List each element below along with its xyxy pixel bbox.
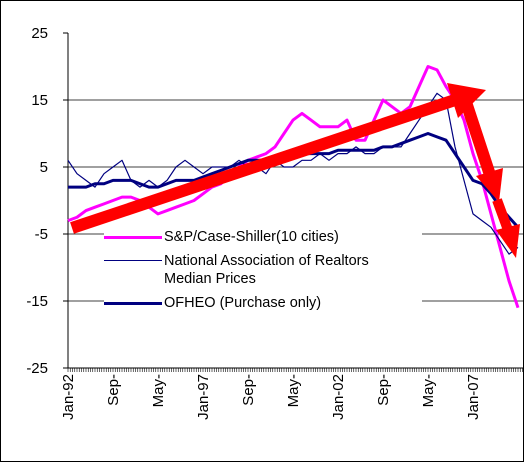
legend-swatch: [104, 252, 164, 269]
legend-label: National Association of Realtors Median …: [164, 253, 369, 287]
x-tick-label: Sep-: [375, 374, 392, 406]
legend-entry: OFHEO (Purchase only): [104, 294, 422, 312]
x-tick-label: May-: [420, 374, 437, 407]
x-tick-label: Jan-97: [195, 374, 212, 420]
arrow-head: [496, 224, 520, 258]
arrow-shaft: [458, 94, 496, 177]
legend-swatch: [104, 294, 164, 311]
x-tick-label: May-: [285, 374, 302, 407]
legend-line: [104, 302, 162, 305]
arrows: [70, 83, 520, 258]
x-tick-label: Jan-02: [330, 374, 347, 420]
x-tick-label: Jan-92: [60, 374, 77, 420]
x-tick-label: Jan-07: [465, 374, 482, 420]
legend-line: [104, 236, 162, 239]
legend-line: [104, 260, 162, 261]
arrow-shaft: [492, 198, 513, 232]
arrow-shaft: [70, 94, 457, 234]
y-tick-label: -25: [26, 360, 48, 377]
legend-swatch: [104, 228, 164, 245]
x-tick-label: May-: [150, 374, 167, 407]
legend-label: OFHEO (Purchase only): [164, 295, 322, 311]
y-tick-label: 25: [31, 25, 48, 42]
series-line: [68, 132, 520, 229]
legend-label: S&P/Case-Shiller(10 cities): [164, 229, 339, 245]
y-tick-label: -5: [35, 226, 48, 243]
y-tick-label: 15: [31, 92, 48, 109]
x-tick-label: Sep-: [240, 374, 257, 406]
legend-entry: S&P/Case-Shiller(10 cities): [104, 228, 422, 246]
y-tick-label: -15: [26, 293, 48, 310]
legend-entry: National Association of Realtors Median …: [104, 252, 422, 288]
arrow-head: [476, 168, 503, 202]
legend: S&P/Case-Shiller(10 cities) National Asso…: [104, 228, 422, 318]
x-tick-label: Sep-: [105, 374, 122, 406]
y-tick-label: 5: [40, 159, 48, 176]
